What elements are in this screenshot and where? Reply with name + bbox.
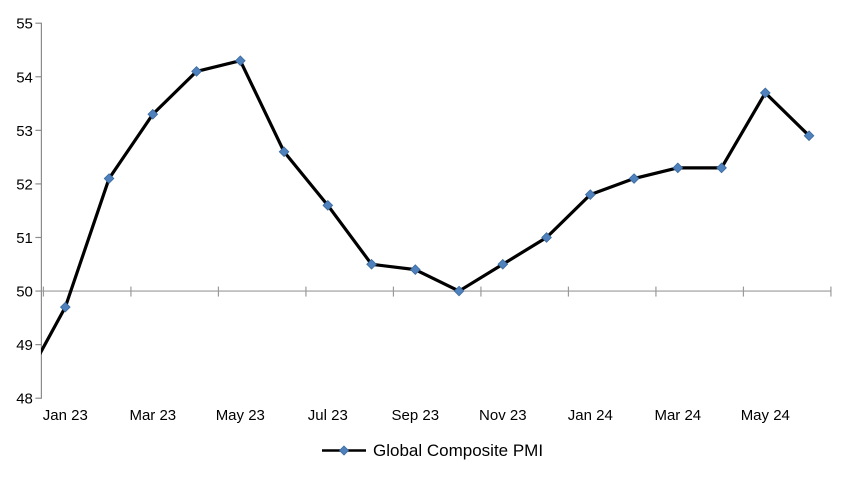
data-point-marker [497, 258, 509, 270]
data-point-marker [759, 87, 771, 99]
data-point-marker [59, 301, 71, 313]
data-point-marker [234, 55, 246, 67]
data-point-marker [716, 162, 727, 174]
y-axis-tick-label: 53 [16, 123, 33, 140]
data-point-marker [191, 66, 202, 77]
y-axis-tick-label: 50 [16, 284, 33, 301]
data-point-marker [584, 189, 596, 200]
y-axis-tick-label: 55 [16, 16, 33, 33]
data-point-marker [103, 173, 115, 184]
x-axis-tick-label: Sep 23 [392, 407, 440, 424]
legend-label: Global Composite PMI [373, 441, 543, 460]
axes [35, 22, 832, 399]
series-layer [41, 55, 815, 356]
axis-labels: 48 49 50 51 52 53 54 55 Jan 23 Mar 23 May 23 Jul 23… [16, 16, 790, 424]
data-point-marker [322, 199, 334, 211]
pmi-series-line [41, 59, 811, 356]
x-axis-tick-label: Mar 24 [654, 407, 701, 424]
y-axis-tick-label: 49 [16, 337, 33, 354]
x-axis-tick-label: Mar 23 [129, 407, 176, 424]
y-axis-tick-label: 54 [16, 69, 33, 86]
data-point-marker [672, 162, 684, 174]
x-axis-tick-label: May 24 [741, 407, 790, 424]
x-axis-tick-label: May 23 [216, 407, 265, 424]
data-point-marker [453, 285, 465, 297]
y-axis-tick-label: 52 [16, 176, 33, 193]
data-point-marker [366, 258, 377, 270]
data-point-marker [147, 108, 159, 120]
x-axis-tick-label: Jan 23 [43, 407, 88, 424]
data-point-marker [803, 130, 815, 142]
y-axis-tick-label: 48 [16, 391, 33, 408]
x-axis-tick-label: Jan 24 [568, 407, 613, 424]
x-axis-tick-label: Jul 23 [308, 407, 348, 424]
data-point-marker [541, 232, 552, 243]
legend-marker-icon [338, 445, 350, 456]
data-point-marker [628, 173, 640, 184]
data-point-marker [278, 146, 290, 158]
legend: Global Composite PMI [322, 441, 543, 460]
x-axis-tick-label: Nov 23 [479, 407, 527, 424]
y-axis-tick-label: 51 [16, 230, 33, 247]
data-point-marker [409, 264, 421, 275]
